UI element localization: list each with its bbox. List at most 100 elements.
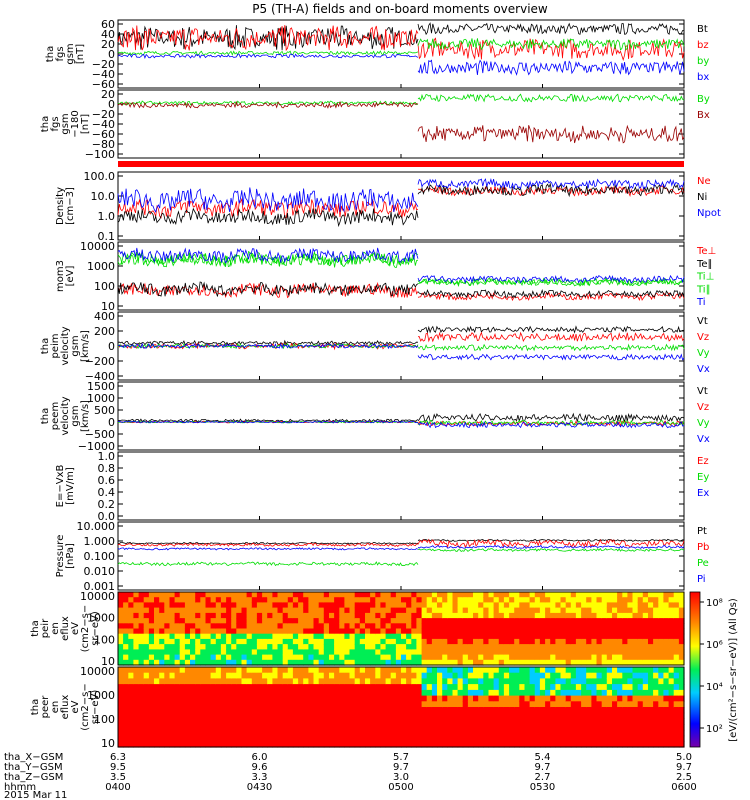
heatmap-cell — [493, 623, 500, 630]
heatmap-cell — [133, 628, 140, 635]
heatmap-cell — [534, 623, 541, 630]
heatmap-cell — [256, 602, 263, 609]
heatmap-cell — [359, 628, 366, 635]
heatmap-cell — [267, 612, 273, 619]
heatmap-cell — [668, 602, 675, 609]
heatmap-cell — [673, 689, 680, 697]
heatmap-cell — [277, 592, 284, 598]
heatmap-cell — [498, 741, 505, 748]
heatmap-cell — [385, 592, 392, 598]
heatmap-cell — [632, 638, 639, 645]
heatmap-cell — [210, 659, 217, 666]
heatmap-cell — [406, 684, 412, 691]
heatmap-cell — [154, 741, 160, 748]
heatmap-cell — [550, 607, 556, 614]
heatmap-cell — [251, 672, 258, 679]
heatmap-cell — [524, 618, 531, 624]
heatmap-cell — [359, 718, 366, 725]
heatmap-cell — [339, 741, 345, 748]
heatmap-cell — [545, 597, 551, 603]
heatmap-cell — [550, 672, 556, 679]
heatmap-cell — [365, 644, 371, 650]
heatmap-cell — [565, 597, 572, 603]
heatmap-cell — [179, 623, 186, 630]
heatmap-cell — [663, 618, 670, 624]
colorbar-tick-label: 10⁶ — [706, 640, 723, 651]
heatmap-cell — [390, 628, 397, 635]
heatmap-cell — [442, 735, 448, 742]
heatmap-cell — [143, 649, 150, 656]
heatmap-cell — [272, 701, 279, 708]
heatmap-cell — [303, 602, 309, 609]
heatmap-cell — [365, 707, 371, 714]
heatmap-cell — [277, 701, 284, 708]
heatmap-cell — [406, 701, 412, 708]
heatmap-cell — [241, 667, 248, 674]
heatmap-cell — [617, 659, 623, 666]
heatmap-cell — [118, 667, 124, 674]
heatmap-cell — [334, 633, 340, 640]
heatmap-cell — [370, 602, 376, 609]
heatmap-cell — [390, 684, 397, 691]
heatmap-cell — [560, 707, 567, 714]
heatmap-cell — [509, 654, 515, 661]
heatmap-cell — [164, 644, 170, 650]
heatmap-cell — [184, 712, 191, 719]
heatmap-cell — [539, 618, 546, 624]
heatmap-cell — [514, 701, 520, 708]
heatmap-cell — [380, 695, 387, 702]
heatmap-cell — [133, 644, 140, 650]
heatmap-cell — [596, 724, 603, 731]
heatmap-cell — [339, 718, 345, 725]
heatmap-cell — [668, 667, 675, 674]
heatmap-cell — [205, 644, 212, 650]
heatmap-cell — [575, 628, 582, 635]
heatmap-cell — [596, 735, 603, 742]
heatmap-cell — [617, 729, 623, 737]
heatmap-cell — [262, 707, 268, 714]
heatmap-cell — [179, 735, 186, 742]
heatmap-cell — [493, 718, 500, 725]
heatmap-cell — [668, 644, 675, 650]
heatmap-cell — [462, 712, 469, 719]
y-tick-label: 10.0 — [91, 190, 116, 203]
heatmap-cell — [426, 597, 433, 603]
heatmap-cell — [179, 707, 186, 714]
heatmap-cell — [514, 612, 520, 619]
heatmap-cell — [426, 602, 433, 609]
heatmap-cell — [575, 607, 582, 614]
heatmap-cell — [411, 729, 417, 737]
heatmap-cell — [190, 735, 196, 742]
heatmap-cell — [123, 633, 129, 640]
heatmap-cell — [164, 638, 170, 645]
heatmap-cell — [190, 654, 196, 661]
heatmap-cell — [272, 667, 279, 674]
heatmap-cell — [205, 649, 212, 656]
heatmap-cell — [653, 623, 659, 630]
heatmap-cell — [658, 724, 664, 731]
heatmap-cell — [653, 729, 659, 737]
heatmap-cell — [159, 659, 165, 666]
heatmap-cell — [648, 729, 654, 737]
heatmap-cell — [637, 602, 644, 609]
heatmap-cell — [138, 718, 145, 725]
heatmap-cell — [231, 689, 237, 697]
heatmap-cell — [118, 724, 124, 731]
heatmap-cell — [133, 667, 140, 674]
heatmap-cell — [184, 695, 191, 702]
y-tick-label: 10000 — [80, 590, 115, 603]
heatmap-cell — [467, 597, 474, 603]
heatmap-cell — [370, 718, 376, 725]
heatmap-cell — [606, 678, 613, 685]
heatmap-cell — [406, 602, 412, 609]
heatmap-cell — [344, 612, 351, 619]
heatmap-cell — [385, 741, 392, 748]
heatmap-cell — [267, 654, 273, 661]
y-tick-label: −200 — [85, 355, 115, 368]
heatmap-cell — [272, 659, 279, 666]
heatmap-cell — [298, 667, 304, 674]
heatmap-cell — [303, 607, 309, 614]
heatmap-cell — [452, 633, 459, 640]
heatmap-cell — [390, 654, 397, 661]
